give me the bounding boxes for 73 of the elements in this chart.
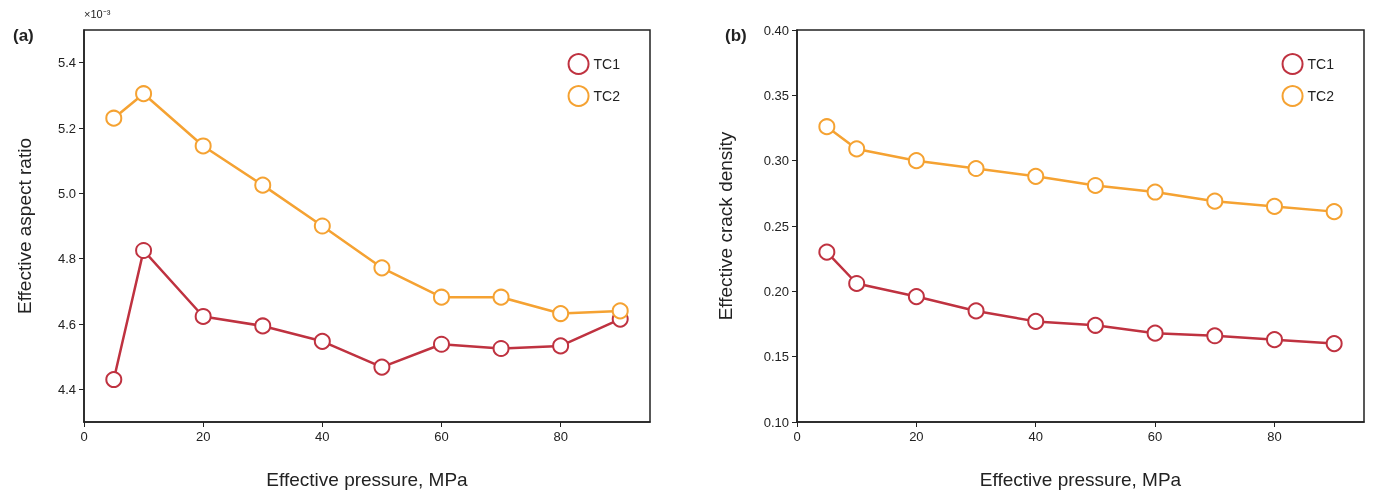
- x-tick-label: 0: [80, 429, 88, 444]
- point: [194, 137, 212, 155]
- text: ×10⁻³: [84, 7, 111, 20]
- y-tick-label: 4.6: [57, 316, 76, 332]
- legend-label: TC2: [593, 88, 621, 104]
- point: [1146, 183, 1164, 201]
- point: [611, 302, 629, 320]
- point: [432, 335, 450, 353]
- point: [1206, 327, 1224, 345]
- point: [432, 288, 450, 306]
- chart-title: (b): [725, 26, 747, 45]
- point: [135, 242, 153, 259]
- point: [313, 332, 331, 350]
- point: [105, 371, 123, 389]
- y-tick-label: 5.0: [57, 185, 76, 201]
- point: [552, 337, 570, 355]
- point: [373, 259, 391, 277]
- x-axis-title: Effective pressure, MPa: [979, 469, 1182, 490]
- point: [1206, 192, 1224, 210]
- point: [1086, 316, 1104, 334]
- y-tick-label: 5.2: [57, 120, 76, 136]
- x-tick-label: 0: [793, 429, 801, 444]
- point: [194, 307, 212, 325]
- y-tick-label: 5.4: [57, 55, 76, 71]
- chart-title: (a): [13, 26, 34, 45]
- point: [373, 358, 391, 376]
- y-tick-label: 0.20: [763, 283, 789, 299]
- legend-label: TC1: [593, 56, 621, 72]
- y-tick-label: 0.10: [763, 414, 789, 430]
- x-tick-label: 80: [553, 429, 568, 444]
- x-tick-label: 40: [1028, 429, 1043, 444]
- x-tick-label: 20: [195, 429, 211, 444]
- y-tick-label: 0.15: [763, 349, 789, 365]
- point: [1325, 335, 1343, 353]
- y-axis-title: Effective aspect ratio: [14, 137, 35, 315]
- y-tick-label: 0.25: [763, 218, 789, 234]
- point: [1325, 203, 1343, 221]
- point: [135, 85, 153, 103]
- point: [1086, 177, 1104, 194]
- point: [313, 217, 331, 235]
- legend-label: TC2: [1307, 88, 1335, 104]
- point: [492, 340, 510, 357]
- point: [254, 176, 272, 194]
- legend-label: TC1: [1307, 56, 1335, 72]
- point: [492, 288, 510, 306]
- x-tick-label: 60: [1147, 429, 1163, 444]
- point: [848, 140, 866, 158]
- x-tick-label: 60: [434, 429, 449, 444]
- point: [1265, 197, 1283, 215]
- point: [848, 275, 866, 292]
- point: [254, 317, 272, 335]
- x-tick-label: 20: [909, 429, 924, 444]
- point: [967, 160, 985, 177]
- point: [1146, 324, 1164, 342]
- y-tick-label: 0.35: [763, 87, 789, 103]
- point: [105, 109, 123, 127]
- y-tick-label: 0.40: [763, 22, 789, 38]
- point: [1027, 312, 1045, 330]
- point: [907, 288, 925, 306]
- y-axis-title: Effective crack density: [715, 131, 736, 321]
- point: [1027, 167, 1045, 185]
- point: [552, 305, 570, 323]
- y-tick-label: 4.8: [57, 251, 76, 267]
- point: [967, 302, 985, 320]
- point: [1265, 331, 1283, 349]
- x-tick-label: 80: [1267, 429, 1282, 444]
- point: [818, 118, 836, 136]
- point: [818, 243, 836, 261]
- x-axis-title: Effective pressure, MPa: [266, 469, 469, 490]
- y-tick-label: 0.30: [763, 153, 789, 169]
- y-tick-label: 4.4: [57, 381, 76, 397]
- x-tick-label: 40: [315, 429, 330, 444]
- point: [907, 152, 925, 170]
